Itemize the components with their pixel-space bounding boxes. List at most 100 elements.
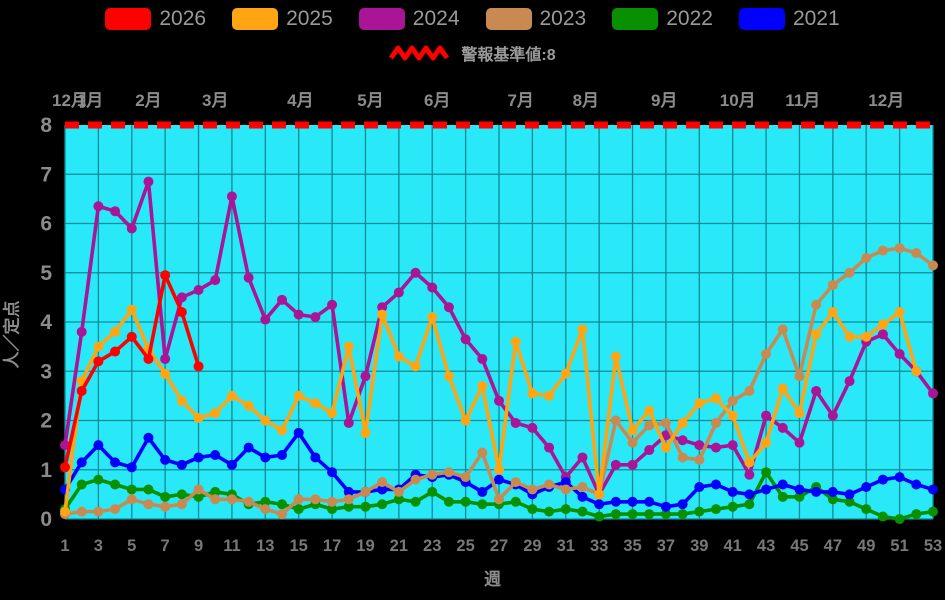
- series-point-2022: [911, 509, 922, 520]
- series-point-2024: [310, 312, 321, 323]
- series-point-2022: [677, 509, 688, 520]
- series-point-2023: [360, 486, 371, 497]
- threshold-legend: 警報基準値:8: [0, 41, 945, 65]
- series-point-2021: [126, 462, 137, 473]
- week-tick-label: 1: [60, 537, 69, 555]
- week-tick-label: 11: [223, 537, 240, 555]
- series-point-2021: [844, 489, 855, 500]
- series-point-2026: [193, 361, 204, 372]
- series-point-2025: [243, 400, 254, 411]
- week-tick-label: 21: [390, 537, 408, 555]
- series-point-2024: [176, 292, 187, 303]
- series-point-2021: [260, 452, 271, 463]
- series-point-2022: [410, 496, 421, 507]
- series-point-2024: [427, 282, 438, 293]
- series-point-2021: [811, 486, 822, 497]
- series-point-2025: [310, 398, 321, 409]
- series-point-2021: [343, 486, 354, 497]
- series-point-2021: [577, 491, 588, 502]
- legend-label: 2025: [286, 7, 333, 30]
- series-point-2021: [711, 479, 721, 490]
- series-point-2021: [93, 440, 104, 451]
- series-point-2024: [644, 445, 655, 456]
- series-point-2024: [243, 272, 254, 283]
- series-point-2022: [360, 501, 371, 512]
- series-point-2023: [794, 371, 805, 382]
- series-point-2024: [894, 349, 905, 360]
- week-tick-label: 27: [490, 537, 508, 555]
- series-point-2024: [844, 376, 855, 387]
- month-label: 6月: [424, 91, 450, 110]
- series-point-2021: [694, 481, 705, 492]
- series-point-2026: [60, 462, 70, 473]
- series-point-2021: [293, 427, 304, 438]
- legend: 2026 2025 2024 2023 2022 2021: [0, 7, 945, 31]
- series-point-2025: [761, 437, 772, 448]
- series-point-2024: [110, 206, 121, 217]
- y-tick-label: 4: [40, 311, 52, 334]
- series-point-2021: [310, 452, 321, 463]
- series-point-2025: [694, 398, 705, 409]
- series-point-2024: [811, 385, 822, 396]
- series-point-2021: [226, 459, 237, 470]
- series-point-2024: [393, 287, 404, 298]
- week-tick-label: 15: [290, 537, 308, 555]
- series-point-2023: [928, 260, 938, 271]
- month-label: 4月: [287, 91, 313, 110]
- series-point-2021: [594, 499, 605, 510]
- series-point-2023: [410, 474, 421, 485]
- series-point-2022: [510, 496, 521, 507]
- series-point-2022: [210, 486, 221, 497]
- series-point-2025: [477, 381, 488, 392]
- series-point-2025: [93, 341, 104, 352]
- series-point-2023: [577, 481, 588, 492]
- week-tick-label: 5: [127, 537, 136, 555]
- series-point-2021: [110, 457, 121, 468]
- series-point-2022: [794, 491, 805, 502]
- y-tick-label: 3: [40, 360, 52, 383]
- month-label: 1月: [77, 91, 103, 110]
- y-tick-label: 7: [40, 163, 52, 186]
- series-point-2022: [544, 506, 555, 517]
- series-point-2023: [544, 479, 555, 490]
- series-point-2023: [193, 484, 204, 495]
- series-point-2021: [911, 479, 922, 490]
- series-point-2022: [160, 491, 171, 502]
- series-point-2023: [727, 395, 738, 406]
- series-point-2023: [811, 299, 822, 310]
- series-point-2024: [277, 294, 287, 305]
- series-point-2025: [677, 417, 688, 428]
- series-point-2023: [694, 454, 705, 465]
- legend-item-2022: 2022: [612, 7, 713, 31]
- y-axis-title: 人／定点: [2, 300, 22, 369]
- series-point-2026: [93, 356, 104, 367]
- series-point-2025: [176, 395, 187, 406]
- series-point-2025: [877, 319, 888, 330]
- series-line-2025: [63, 307, 919, 512]
- month-label: 10月: [720, 91, 756, 110]
- series-point-2023: [744, 385, 755, 396]
- series-point-2024: [410, 267, 421, 278]
- series-point-2022: [560, 504, 571, 515]
- series-point-2023: [226, 494, 237, 505]
- x-axis-title: 週: [484, 570, 501, 589]
- series-point-2025: [60, 506, 70, 517]
- series-point-2025: [827, 307, 838, 318]
- series-point-2024: [627, 459, 638, 470]
- series-point-2023: [610, 415, 621, 426]
- series-point-2021: [560, 477, 571, 488]
- week-tick-label: 25: [456, 537, 474, 555]
- month-label: 3月: [202, 91, 228, 110]
- series-point-2022: [877, 511, 888, 522]
- series-point-2026: [76, 385, 87, 396]
- series-point-2024: [143, 176, 154, 187]
- week-tick-label: 33: [590, 537, 608, 555]
- series-point-2024: [827, 410, 838, 421]
- series-point-2022: [76, 479, 87, 490]
- series-point-2025: [911, 366, 922, 377]
- series-point-2021: [176, 459, 187, 470]
- series-point-2023: [293, 494, 304, 505]
- series-point-2025: [711, 393, 721, 404]
- series-point-2023: [126, 494, 137, 505]
